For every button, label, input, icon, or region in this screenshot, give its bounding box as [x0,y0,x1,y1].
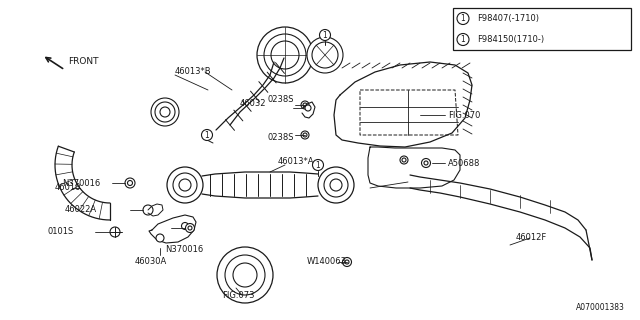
Text: 46010: 46010 [55,182,81,191]
Text: W140063: W140063 [307,258,347,267]
Circle shape [173,173,197,197]
Circle shape [402,158,406,162]
Text: FIG.070: FIG.070 [448,110,481,119]
Circle shape [305,105,311,111]
Circle shape [422,158,431,167]
Text: N370016: N370016 [165,245,204,254]
Text: N370016: N370016 [62,179,100,188]
Circle shape [303,103,307,107]
Circle shape [151,98,179,126]
Circle shape [312,159,323,171]
Circle shape [342,258,351,267]
Circle shape [319,29,330,41]
Circle shape [303,133,307,137]
Circle shape [345,260,349,264]
Circle shape [424,161,428,165]
Text: A50688: A50688 [448,158,481,167]
Text: 46032: 46032 [240,99,266,108]
Circle shape [167,167,203,203]
Text: 0101S: 0101S [48,228,74,236]
Bar [453,8,631,50]
Circle shape [301,101,309,109]
Circle shape [155,102,175,122]
Circle shape [257,27,313,83]
Circle shape [160,107,170,117]
Circle shape [457,12,469,25]
Circle shape [156,234,164,242]
Circle shape [301,131,309,139]
Circle shape [125,178,135,188]
Circle shape [324,173,348,197]
Text: 46013*A: 46013*A [278,157,314,166]
Circle shape [457,34,469,45]
Circle shape [110,227,120,237]
Text: 1: 1 [323,30,328,39]
Text: 46012F: 46012F [516,234,547,243]
Circle shape [186,223,195,233]
Circle shape [271,41,299,69]
Circle shape [330,179,342,191]
Text: F98407(-1710): F98407(-1710) [477,14,539,23]
Text: A070001383: A070001383 [576,303,625,312]
Circle shape [400,156,408,164]
Circle shape [143,205,153,215]
Circle shape [217,247,273,303]
Circle shape [182,222,189,229]
Text: F984150(1710-): F984150(1710-) [477,35,544,44]
Text: 1: 1 [461,14,465,23]
Text: 46030A: 46030A [135,258,167,267]
Text: 1: 1 [461,35,465,44]
Text: 0238S: 0238S [268,95,294,105]
Circle shape [188,226,192,230]
Text: FRONT: FRONT [68,58,99,67]
Circle shape [127,180,132,186]
Circle shape [202,130,212,140]
Text: FIG.073: FIG.073 [222,291,255,300]
Text: 0238S: 0238S [268,133,294,142]
Circle shape [179,179,191,191]
Circle shape [225,255,265,295]
Circle shape [264,34,306,76]
Text: 1: 1 [205,131,209,140]
Text: 1: 1 [316,161,321,170]
Text: 46022A: 46022A [65,205,97,214]
Circle shape [312,42,338,68]
Text: 46013*B: 46013*B [175,68,212,76]
Circle shape [307,37,343,73]
Circle shape [233,263,257,287]
Circle shape [318,167,354,203]
